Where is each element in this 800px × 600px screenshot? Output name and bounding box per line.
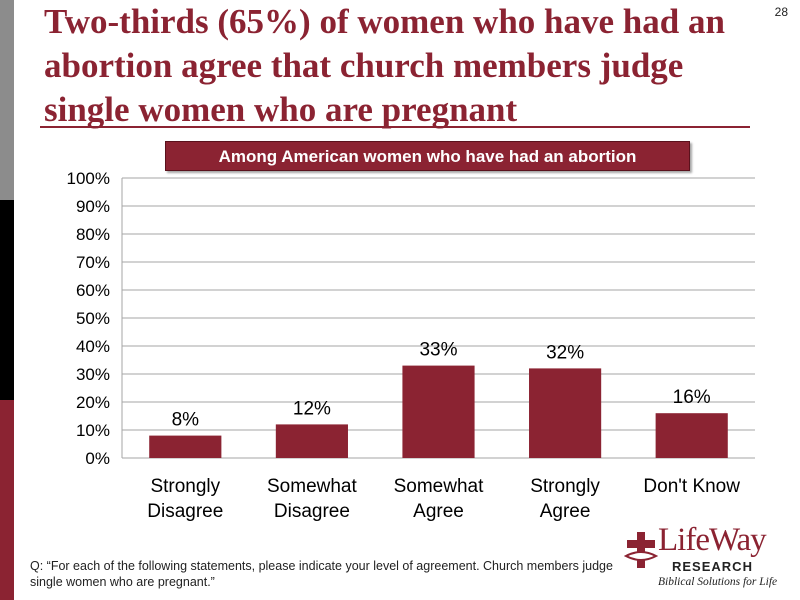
data-label: 12%: [293, 398, 331, 419]
y-tick-label: 70%: [76, 253, 110, 272]
page-number: 28: [774, 5, 788, 19]
y-tick-label: 60%: [76, 281, 110, 300]
x-tick-label: Strongly: [530, 476, 600, 497]
lifeway-logo: LifeWay RESEARCH Biblical Solutions for …: [620, 522, 790, 596]
y-tick-label: 10%: [76, 421, 110, 440]
y-tick-label: 100%: [67, 169, 110, 188]
bar: [529, 368, 602, 458]
x-tick-label: Agree: [540, 501, 591, 522]
title-underline: [40, 126, 750, 128]
chart-subtitle-banner: Among American women who have had an abo…: [165, 141, 690, 171]
cross-icon: [624, 532, 658, 568]
y-tick-label: 0%: [85, 449, 110, 468]
x-tick-label: Strongly: [150, 476, 220, 497]
data-label: 8%: [172, 410, 200, 431]
x-tick-label: Disagree: [274, 501, 350, 522]
slide-title: Two-thirds (65%) of women who have had a…: [44, 2, 725, 129]
data-label: 33%: [419, 340, 457, 361]
y-tick-label: 30%: [76, 365, 110, 384]
x-tick-label: Somewhat: [394, 476, 484, 497]
x-tick-label: Agree: [413, 501, 464, 522]
y-tick-label: 80%: [76, 225, 110, 244]
y-tick-label: 20%: [76, 393, 110, 412]
bar: [275, 424, 348, 458]
y-tick-label: 90%: [76, 197, 110, 216]
bar: [655, 413, 728, 458]
side-accent-grey: [0, 0, 14, 200]
x-tick-label: Don't Know: [643, 476, 740, 497]
x-tick-label: Somewhat: [267, 476, 357, 497]
side-accent-red: [0, 400, 14, 600]
side-accent-black: [0, 200, 14, 400]
question-footnote: Q: “For each of the following statements…: [30, 559, 613, 589]
bar: [149, 435, 222, 458]
logo-tagline: Biblical Solutions for Life: [658, 576, 778, 588]
x-tick-label: Disagree: [147, 501, 223, 522]
logo-wordmark: LifeWay: [658, 522, 767, 558]
data-label: 32%: [546, 342, 584, 363]
y-tick-label: 40%: [76, 337, 110, 356]
bar: [402, 365, 475, 458]
logo-research: RESEARCH: [672, 559, 753, 574]
y-tick-label: 50%: [76, 309, 110, 328]
data-label: 16%: [673, 387, 711, 408]
